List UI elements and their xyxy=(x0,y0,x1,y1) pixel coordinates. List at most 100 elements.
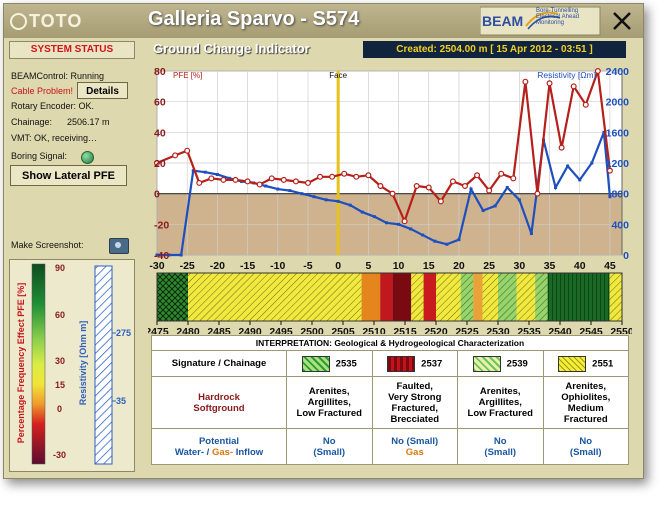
legend-graphic: Percentage Frequency Effect PFE [%] Resi… xyxy=(16,263,131,465)
resistivity-point xyxy=(608,195,612,199)
geology-segment xyxy=(188,273,362,321)
geology-segment xyxy=(157,273,188,321)
x-tick-label: -20 xyxy=(210,260,225,272)
resistivity-point xyxy=(227,176,231,180)
interpretation-title: INTERPRETATION: Geological & Hydrogeolog… xyxy=(151,335,629,351)
resistivity-point xyxy=(493,204,497,208)
resistivity-point xyxy=(566,164,570,168)
pfe-tick: 15 xyxy=(55,380,65,390)
rock-cell: Faulted, Very Strong Fractured, Brecciated xyxy=(371,376,458,429)
pfe-point xyxy=(280,176,287,183)
rock-line: Low Fractured xyxy=(296,408,362,419)
pfe-point xyxy=(172,152,179,159)
cable-problem-status: Cable Problem! xyxy=(11,86,74,96)
pfe-point xyxy=(184,147,191,154)
signature-cell: 2537 xyxy=(371,350,458,377)
signature-chainage: 2539 xyxy=(506,358,528,370)
geology-segment xyxy=(473,273,483,321)
inflow-label-sep: / xyxy=(204,446,212,458)
pfe-point xyxy=(582,101,589,108)
x-tick-label: -25 xyxy=(180,260,195,272)
chainage-tick-label: 2525 xyxy=(455,326,479,334)
inflow-line: Gas xyxy=(405,446,424,458)
pfe-point xyxy=(304,179,311,186)
chainage-tick-label: 2495 xyxy=(269,326,293,334)
resistivity-point xyxy=(445,242,449,246)
app-window: TOTO Galleria Sparvo - S574 BEAM Bore-Tu… xyxy=(3,3,644,479)
pfe-point xyxy=(341,170,348,177)
inflow-line: No xyxy=(322,435,336,447)
resistivity-point xyxy=(167,253,171,257)
resistivity-point xyxy=(264,184,268,188)
camera-icon[interactable] xyxy=(109,238,129,254)
y-right-tick-label: 2000 xyxy=(606,97,630,109)
signature-cell: 2551 xyxy=(542,350,629,377)
color-legend: Percentage Frequency Effect PFE [%] Resi… xyxy=(9,259,135,472)
signature-swatch xyxy=(558,355,587,372)
resistivity-point xyxy=(179,253,183,257)
chainage-tick-label: 2545 xyxy=(579,326,603,334)
rock-line: Arenites, xyxy=(479,386,521,397)
pfe-point xyxy=(546,80,553,87)
beam-logo-text: BEAM xyxy=(482,13,524,29)
details-button[interactable]: Details xyxy=(77,82,128,99)
geology-segment xyxy=(380,273,393,321)
y-right-tick-label: 1600 xyxy=(606,127,630,139)
rock-line: Very Strong xyxy=(388,391,442,403)
resistivity-point xyxy=(276,187,280,191)
y-left-tick-label: 40 xyxy=(154,127,166,139)
x-tick-label: -10 xyxy=(270,260,285,272)
signature-chainage: 2535 xyxy=(335,358,357,370)
resistivity-point xyxy=(324,198,328,202)
inflow-line: No (Small) xyxy=(391,435,439,447)
rock-line: Argillites, xyxy=(478,397,522,408)
rock-row-label-line: Hardrock xyxy=(198,391,240,403)
pfe-point xyxy=(413,182,420,189)
chainage-tick-label: 2535 xyxy=(517,326,541,334)
pfe-point xyxy=(329,173,336,180)
resistivity-point xyxy=(517,198,521,202)
resistivity-point xyxy=(384,221,388,225)
rock-row-label: Hardrock Softground xyxy=(151,376,287,429)
resistivity-point xyxy=(348,203,352,207)
close-button[interactable] xyxy=(610,9,634,33)
resistivity-point xyxy=(602,130,606,134)
chainage-tick-label: 2500 xyxy=(300,326,324,334)
pfe-tick: -30 xyxy=(53,450,66,460)
chainage-tick-label: 2485 xyxy=(207,326,231,334)
resistivity-point xyxy=(433,239,437,243)
beam-logo: BEAM Bore-Tunnelling Electrical Ahead Mo… xyxy=(479,6,602,36)
y-right-tick-label: 800 xyxy=(611,189,629,201)
pfe-tick: 90 xyxy=(55,263,65,273)
chainage-tick-label: 2515 xyxy=(393,326,417,334)
pfe-point xyxy=(498,170,505,177)
rock-line: Argillites, xyxy=(307,397,351,408)
x-tick-label: 45 xyxy=(604,260,616,272)
inflow-label-gas: Gas- xyxy=(211,446,234,458)
inflow-line: No xyxy=(493,435,507,447)
left-axis-label: PFE [%] xyxy=(173,71,202,80)
x-tick-label: 25 xyxy=(483,260,495,272)
show-lateral-pfe-button[interactable]: Show Lateral PFE xyxy=(10,165,127,186)
pfe-point xyxy=(558,144,565,151)
resistivity-point xyxy=(215,173,219,176)
resistivity-point xyxy=(312,195,316,199)
beam-logo-subtitle: Bore-Tunnelling Electrical Ahead Monitor… xyxy=(536,8,580,26)
x-tick-label: 20 xyxy=(453,260,465,272)
pfe-point xyxy=(437,198,444,205)
signature-row-label: Signature / Chainage xyxy=(151,350,287,377)
geology-segment xyxy=(460,273,474,321)
y-right-tick-label: 2400 xyxy=(606,66,630,78)
x-tick-label: 30 xyxy=(513,260,525,272)
inflow-line: (Small) xyxy=(484,446,517,458)
rock-row-label-line: Softground xyxy=(193,402,245,414)
rock-line: Arenites, xyxy=(565,380,607,392)
beam-control-status: BEAMControl: Running xyxy=(11,71,105,81)
resistivity-point xyxy=(191,169,195,173)
geology-segment xyxy=(361,273,381,321)
y-right-tick-label: 0 xyxy=(623,250,629,262)
y-left-tick-label: 0 xyxy=(154,189,160,201)
interpretation-panel: INTERPRETATION: Geological & Hydrogeolog… xyxy=(151,335,629,466)
resistivity-point xyxy=(360,210,364,214)
resistivity-point xyxy=(469,187,473,191)
